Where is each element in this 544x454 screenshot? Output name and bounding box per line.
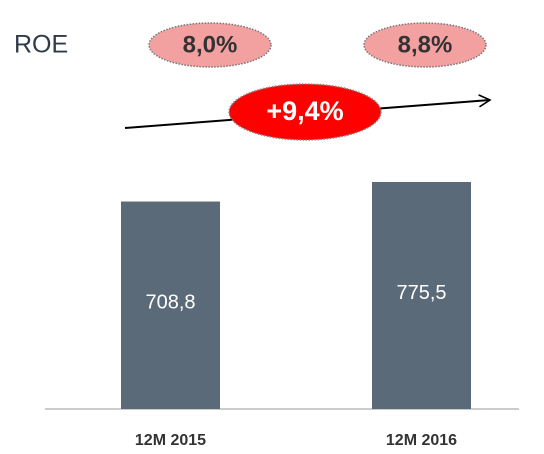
x-tick-label: 12M 2015 [135, 432, 206, 449]
bar [121, 201, 220, 409]
value-label: 775,5 [396, 282, 446, 304]
value-label: 708,8 [145, 292, 195, 314]
x-tick-label: 12M 2016 [386, 432, 457, 449]
roe-bubble [148, 22, 272, 68]
roe-label: ROE [14, 31, 68, 59]
roe-value: 8,8% [398, 31, 453, 58]
roe-bubble [363, 22, 487, 68]
growth-bubble [228, 83, 382, 141]
roe-value: 8,0% [183, 31, 238, 58]
bar [372, 182, 471, 409]
growth-label: +9,4% [266, 96, 343, 126]
